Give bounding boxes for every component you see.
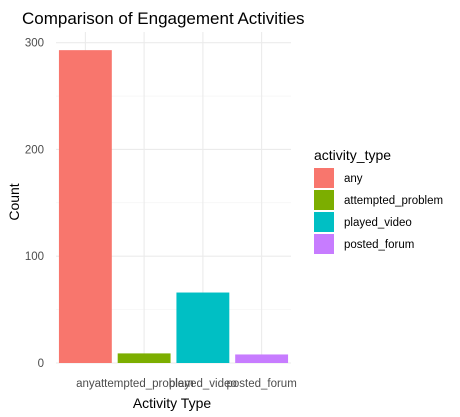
y-tick-label: 300 bbox=[25, 38, 44, 50]
x-tick-label: played_video bbox=[169, 378, 237, 390]
x-tick-label: attempted_problem bbox=[95, 378, 194, 390]
legend-swatch bbox=[314, 234, 334, 254]
bar-posted-forum bbox=[235, 354, 289, 363]
legend-swatch bbox=[314, 212, 334, 232]
bars bbox=[58, 50, 289, 363]
legend-swatch bbox=[314, 168, 334, 188]
x-tick-labels: any attempted_problemplayed_videoposted_f… bbox=[76, 378, 297, 390]
x-tick-label: any bbox=[76, 378, 95, 390]
y-tick-label: 100 bbox=[25, 251, 44, 263]
legend-label: any bbox=[344, 173, 363, 185]
x-tick-label: posted_forum bbox=[226, 378, 296, 390]
legend-label: played_video bbox=[344, 217, 412, 229]
y-axis-title: Count bbox=[6, 183, 22, 220]
bar-attempted-problem bbox=[117, 353, 171, 363]
chart-title: Comparison of Engagement Activities bbox=[22, 9, 305, 28]
legend-title: activity_type bbox=[314, 147, 391, 163]
y-tick-label: 200 bbox=[25, 144, 44, 156]
x-axis-title: Activity Type bbox=[133, 395, 212, 411]
bar-any bbox=[58, 50, 112, 363]
legend-swatch bbox=[314, 190, 334, 210]
y-tick-labels: 0 100 200 300 bbox=[25, 38, 44, 370]
y-tick-label: 0 bbox=[38, 358, 44, 370]
legend: activity_type any attempted_problemplayed… bbox=[314, 147, 443, 254]
legend-label: posted_forum bbox=[344, 239, 414, 251]
legend-label: attempted_problem bbox=[344, 195, 443, 207]
bar-played-video bbox=[176, 292, 230, 363]
